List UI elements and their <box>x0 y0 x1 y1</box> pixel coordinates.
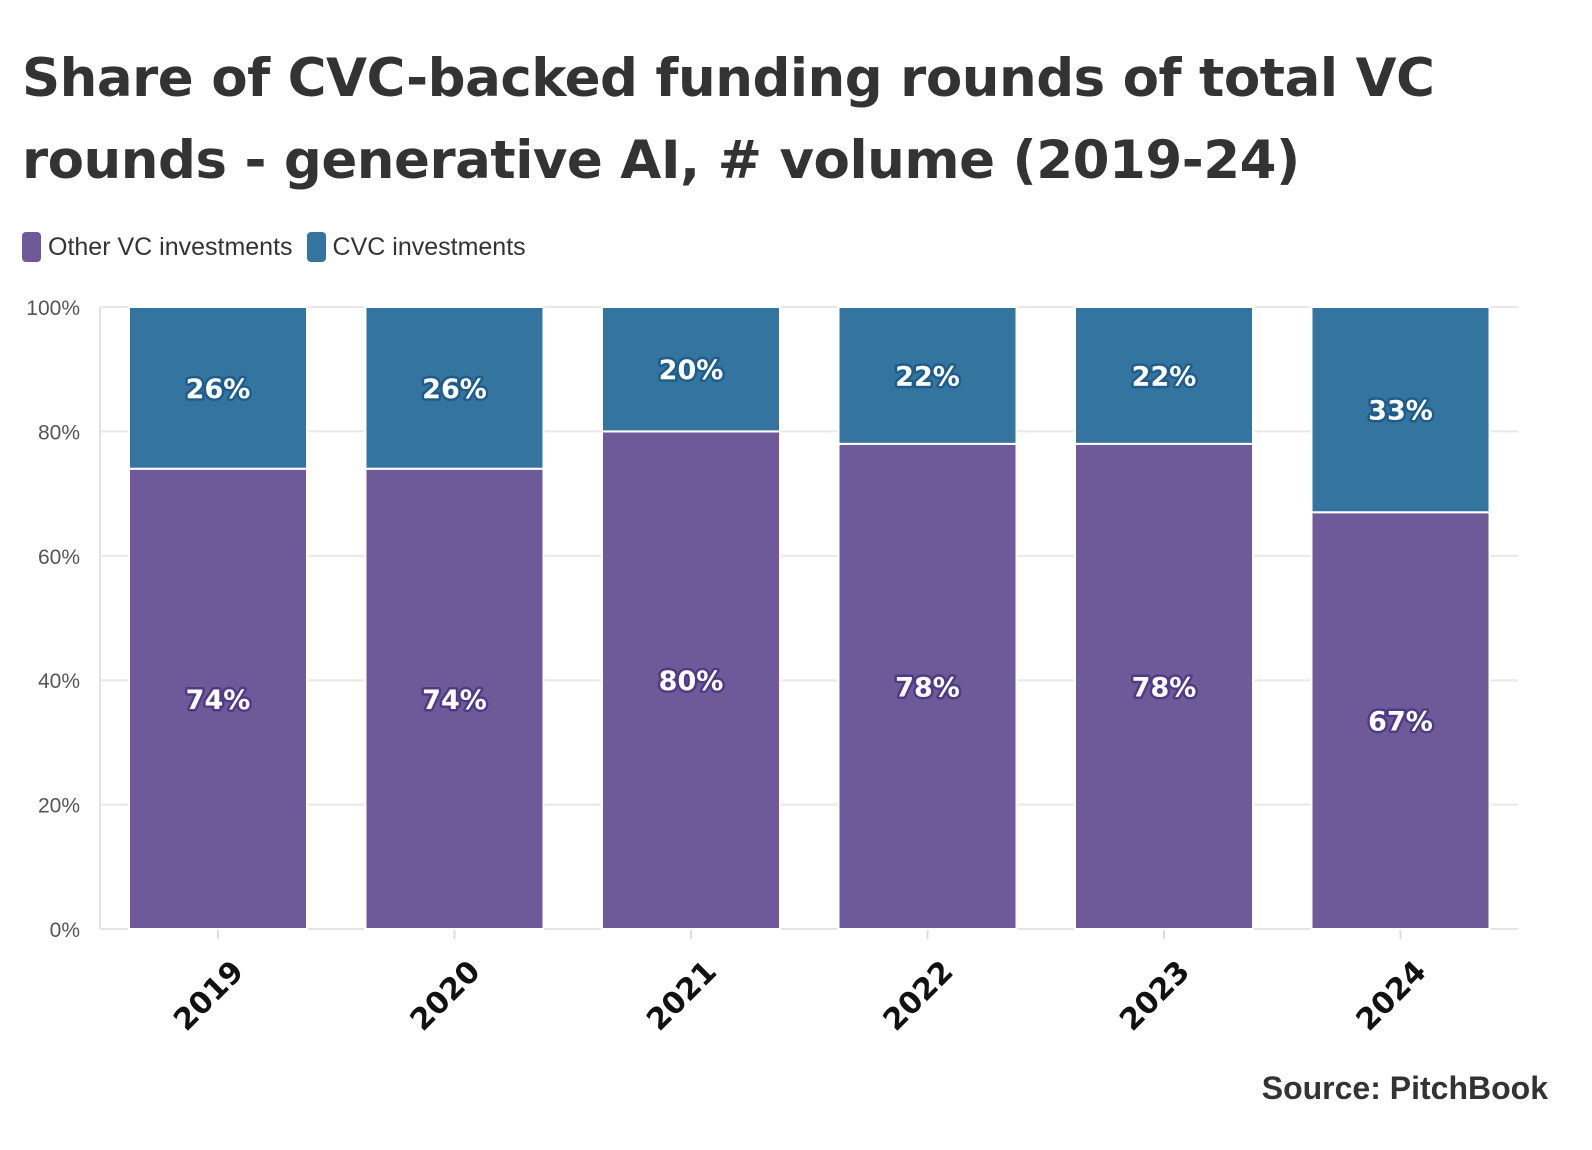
data-label: 26% <box>422 374 487 405</box>
legend-label-other-vc: Other VC investments <box>48 232 293 261</box>
x-tick-label: 2019 <box>167 954 251 1038</box>
data-labels: 74% 26% 74% 26% 80% 20% 78% 22% 78% 22% 67% 33% <box>183 353 1435 740</box>
data-label: 22% <box>1132 361 1197 392</box>
y-tick-label: 40% <box>38 670 80 693</box>
x-tick-label: 2023 <box>1113 954 1197 1038</box>
bar-segment <box>1310 306 1491 514</box>
y-tick-label: 20% <box>38 795 80 818</box>
bar-segment <box>837 306 1018 445</box>
bars <box>128 306 1491 930</box>
y-tick-label: 100% <box>26 297 80 320</box>
chart-title: Share of CVC-backed funding rounds of to… <box>22 48 1435 191</box>
bar-segment <box>837 442 1018 930</box>
legend-item-cvc[interactable]: CVC investments <box>306 232 526 262</box>
data-label: 74% <box>186 685 251 716</box>
x-tick-label: 2021 <box>640 954 724 1038</box>
bar-segment <box>364 467 545 930</box>
y-tick-label: 60% <box>38 546 80 569</box>
x-tick-label: 2024 <box>1350 954 1434 1038</box>
bar-segment <box>1310 511 1491 930</box>
data-label: 78% <box>895 672 960 703</box>
data-label: 74% <box>422 685 487 716</box>
x-tick-label: 2020 <box>404 954 488 1038</box>
bar-segment <box>601 306 781 433</box>
legend-swatch-other-vc <box>22 232 41 262</box>
data-label: 22% <box>895 361 960 392</box>
source-note: Source: PitchBook <box>1261 1070 1548 1106</box>
bar-segment <box>1074 306 1254 445</box>
y-tick-label: 80% <box>38 421 80 444</box>
data-label: 80% <box>659 666 724 697</box>
grid-lines <box>100 306 1518 806</box>
data-label: 20% <box>659 355 724 386</box>
bar-segment <box>601 430 781 930</box>
legend-item-other-vc[interactable]: Other VC investments <box>22 232 293 262</box>
bar-segment <box>364 306 545 470</box>
legend-label-cvc: CVC investments <box>332 232 526 261</box>
legend-swatch-cvc <box>306 232 326 262</box>
x-tick-label: 2022 <box>877 954 961 1038</box>
legend: Other VC investments CVC investments <box>22 232 540 262</box>
data-label: 78% <box>1132 672 1197 703</box>
data-label: 26% <box>186 374 251 405</box>
bar-segment <box>128 306 308 470</box>
data-label: 67% <box>1368 707 1433 738</box>
data-label: 33% <box>1368 396 1433 427</box>
y-tick-label: 0% <box>50 919 80 942</box>
